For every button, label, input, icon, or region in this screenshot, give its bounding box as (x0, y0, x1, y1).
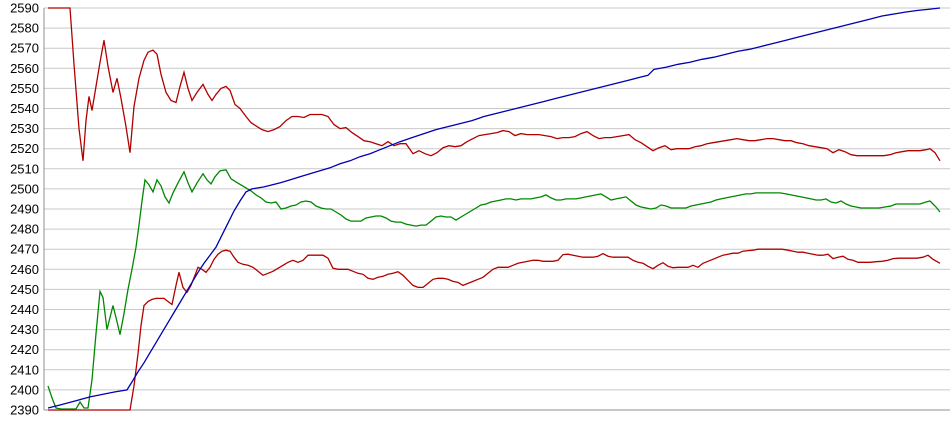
series-lines (47, 7, 941, 411)
y-tick-label-2430: 2430 (10, 322, 39, 337)
y-tick-label-2490: 2490 (10, 202, 39, 217)
series-red-upper-band (48, 7, 941, 162)
y-tick-label-2550: 2550 (10, 81, 39, 96)
y-tick-label-2450: 2450 (10, 282, 39, 297)
y-tick-label-2510: 2510 (10, 161, 39, 176)
y-tick-label-2520: 2520 (10, 141, 39, 156)
y-tick-label-2530: 2530 (10, 121, 39, 136)
y-tick-label-2390: 2390 (10, 403, 39, 418)
y-tick-label-2470: 2470 (10, 242, 39, 257)
y-tick-label-2590: 2590 (10, 1, 39, 16)
y-axis-labels: 2590 2580 2570 2560 2550 2540 2530 2520 2510 2500… (10, 1, 39, 418)
y-tick-label-2580: 2580 (10, 21, 39, 36)
y-tick-label-2540: 2540 (10, 101, 39, 116)
gridlines (44, 7, 950, 411)
y-tick-label-2480: 2480 (10, 222, 39, 237)
y-tick-label-2500: 2500 (10, 181, 39, 196)
y-tick-label-2420: 2420 (10, 342, 39, 357)
y-tick-label-2400: 2400 (10, 382, 39, 397)
y-tick-label-2560: 2560 (10, 61, 39, 76)
y-tick-label-2460: 2460 (10, 262, 39, 277)
series-red-lower-band (48, 248, 941, 411)
y-tick-label-2440: 2440 (10, 302, 39, 317)
series-blue-trend-line (47, 7, 941, 409)
series-green-mid-line (47, 169, 941, 410)
y-tick-label-2410: 2410 (10, 362, 39, 377)
y-tick-label-2570: 2570 (10, 41, 39, 56)
